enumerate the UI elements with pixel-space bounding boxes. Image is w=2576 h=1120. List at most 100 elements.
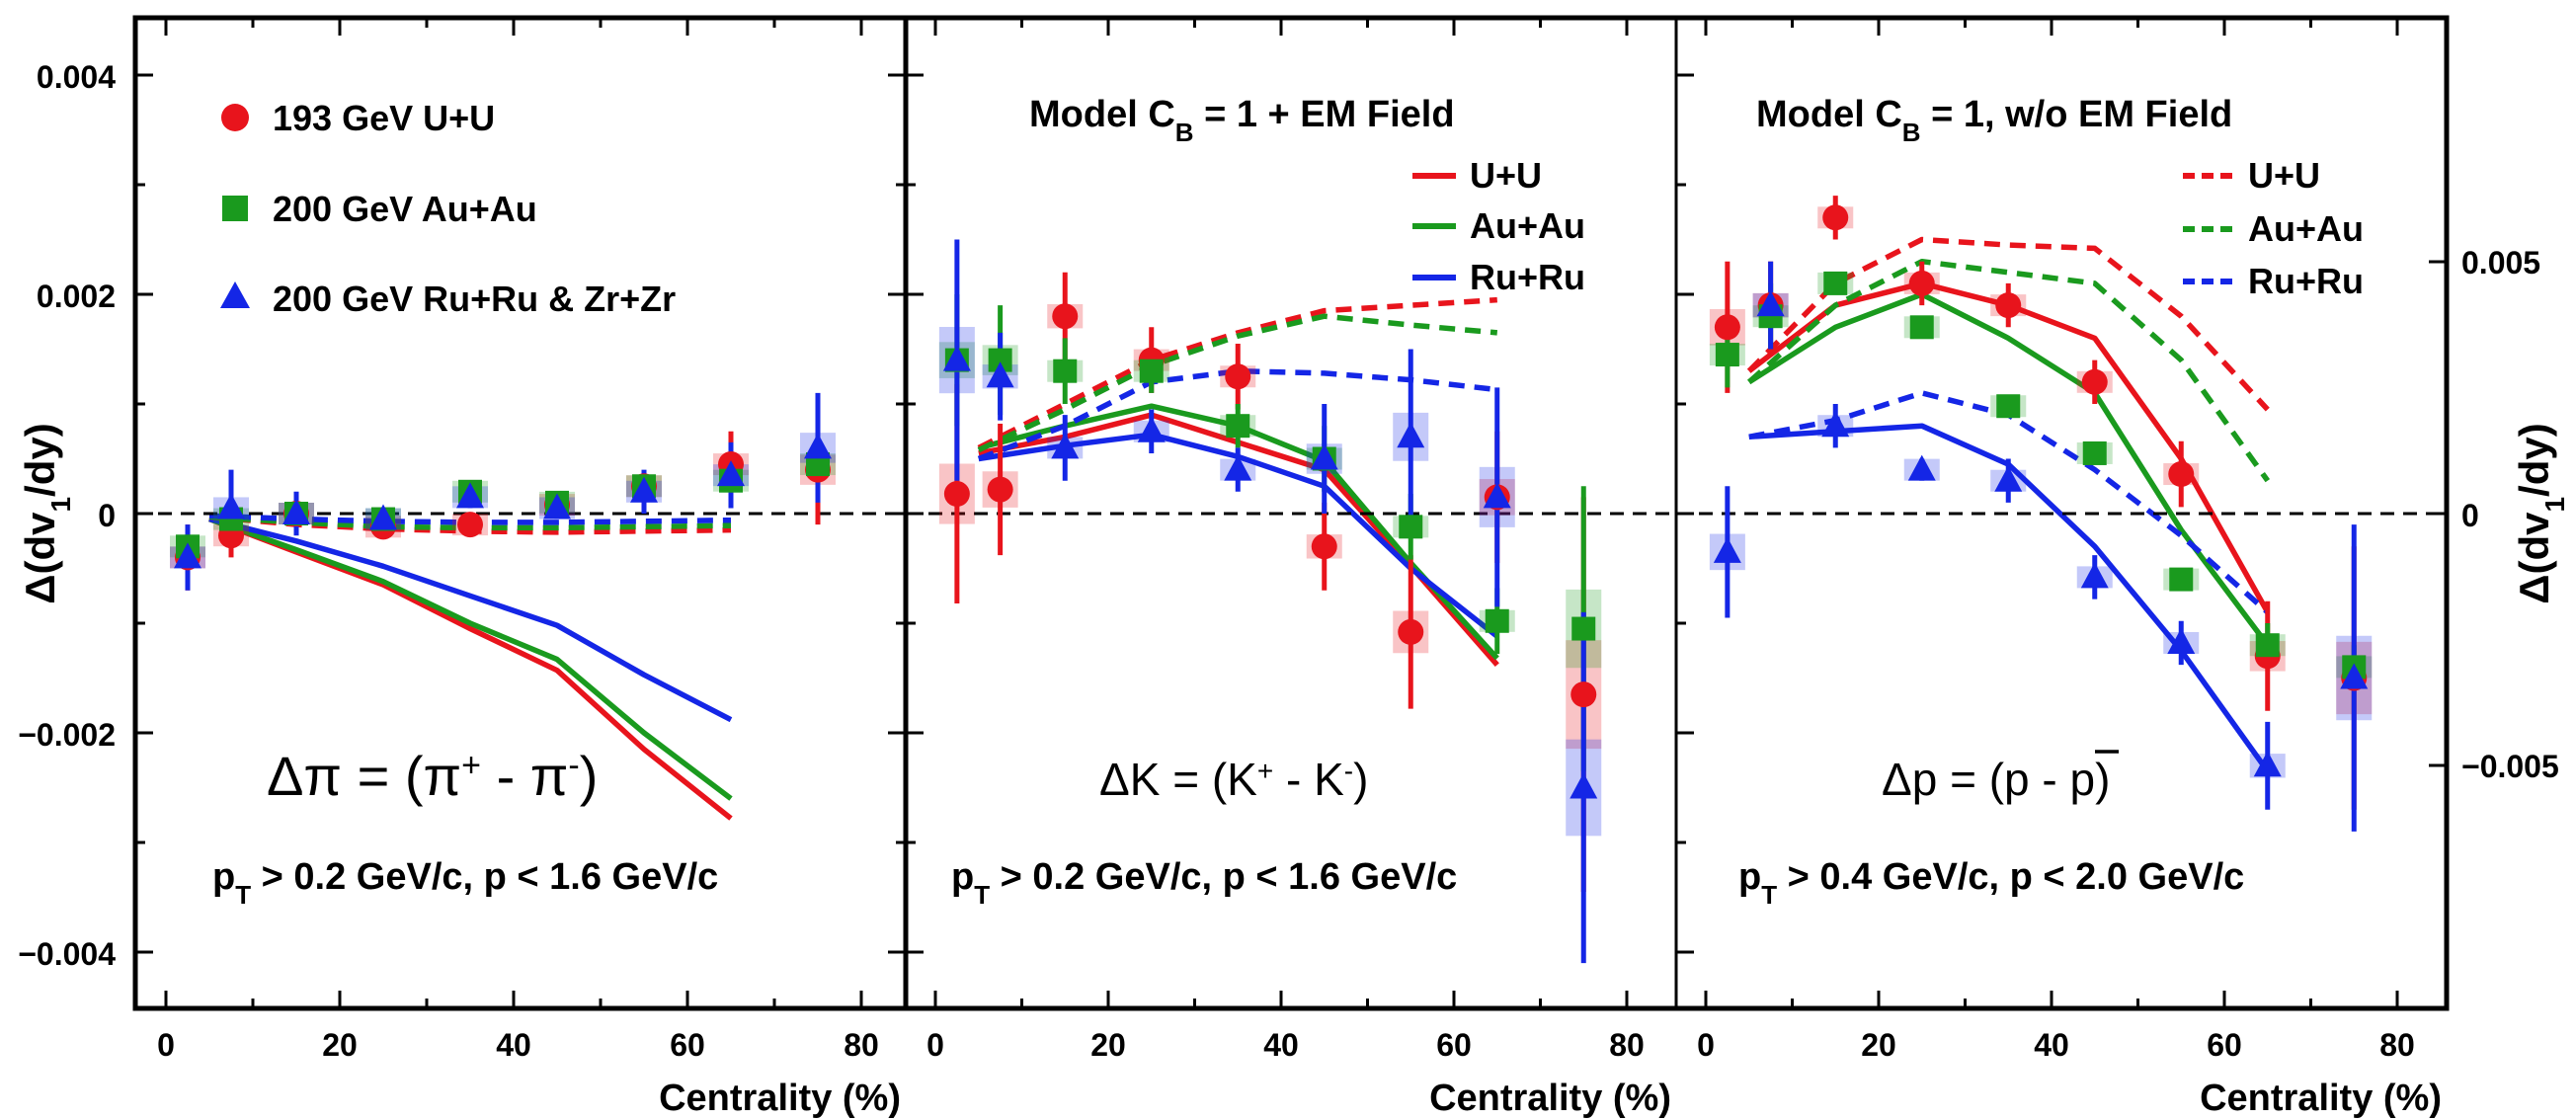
legend-dashed-label-ruru: Ru+Ru [2248, 261, 2364, 301]
data-point-circle [1398, 618, 1424, 645]
model-line-dashed-uu [1746, 236, 2270, 412]
data-point-triangle [217, 493, 245, 520]
data-point-triangle [630, 476, 658, 503]
x-tick-label: 60 [670, 1027, 705, 1063]
data-point-triangle [2167, 627, 2196, 654]
data-point-circle [1225, 363, 1251, 390]
legend-label-uu: 193 GeV U+U [273, 98, 495, 138]
model-title-noem: Model CB = 1, w/o EM Field [1756, 94, 2232, 147]
x-axis-title-panel-1: Centrality (%) [659, 1078, 901, 1119]
model-title-em: Model CB = 1 + EM Field [1029, 94, 1455, 147]
data-point-square [1823, 271, 1848, 295]
data-point-triangle [1570, 772, 1598, 799]
data-point-triangle [174, 542, 201, 569]
data-point-triangle [1483, 482, 1511, 509]
data-point-square [1053, 359, 1078, 383]
x-tick-label: 60 [1436, 1027, 1472, 1063]
y-tick-label: −0.002 [18, 717, 116, 753]
data-point-triangle [942, 345, 971, 371]
data-point-square [1571, 616, 1596, 641]
right-y-tick-label: 0.005 [2461, 245, 2540, 280]
data-point-square [1996, 394, 2021, 419]
data-point-triangle [369, 504, 397, 530]
right-y-tick-label: −0.005 [2461, 749, 2559, 784]
data-point-square [1226, 414, 1250, 439]
data-point-circle [2168, 461, 2195, 488]
formula-kaon: ΔK = (K+ - K-) [1099, 754, 1368, 805]
data-point-square [1485, 608, 1509, 633]
model-line-dashed-auau [977, 313, 1498, 453]
legend-dashed-label-uu: U+U [2248, 155, 2320, 196]
data-point-square [1715, 343, 1739, 367]
legend-marker-ruru [220, 281, 250, 308]
formula-proton: Δp = (p - p) [1882, 754, 2110, 805]
markers-layer [174, 204, 2369, 799]
data-point-triangle [2340, 663, 2369, 689]
formula-pion: Δπ = (π+ - π-) [267, 745, 598, 807]
model-line-dashed-auau [1746, 258, 2271, 483]
y-tick-label: 0 [98, 498, 116, 533]
data-point-triangle [1907, 454, 1936, 481]
x-tick-label: 40 [1263, 1027, 1299, 1063]
right-y-tick-label: 0 [2461, 498, 2479, 533]
marker-legend: 193 GeV U+U 200 GeV Au+Au 200 GeV Ru+Ru … [220, 98, 676, 319]
legend-label-ruru: 200 GeV Ru+Ru & Zr+Zr [273, 279, 676, 319]
y-axis-title-right: Δ(dv1/dy) [2511, 423, 2570, 603]
data-point-triangle [1821, 411, 1850, 438]
data-point-circle [1570, 681, 1597, 708]
data-point-square [2255, 633, 2280, 658]
data-point-triangle [1137, 416, 1166, 442]
data-point-triangle [543, 493, 571, 520]
x-tick-label: 20 [1861, 1027, 1896, 1063]
data-point-square [1399, 515, 1423, 539]
x-tick-labels-panel-2: 0 20 40 60 80 [926, 1027, 1645, 1063]
data-point-circle [987, 476, 1013, 503]
legend-line-label-uu: U+U [1470, 155, 1542, 196]
x-tick-label: 80 [1609, 1027, 1645, 1063]
y-tick-label: −0.004 [18, 936, 116, 972]
legend-marker-auau [222, 196, 248, 221]
legend-line-label-ruru: Ru+Ru [1470, 257, 1585, 297]
data-point-triangle [282, 499, 310, 524]
x-tick-label: 0 [926, 1027, 944, 1063]
x-tick-label: 60 [2207, 1027, 2242, 1063]
cut-proton: pT > 0.4 GeV/c, p < 2.0 GeV/c [1738, 856, 2244, 910]
data-point-triangle [456, 482, 484, 509]
data-point-triangle [1310, 443, 1338, 470]
data-point-square [2082, 440, 2107, 465]
data-point-triangle [1224, 454, 1252, 481]
model-legend-noem: Model CB = 1, w/o EM Field U+U Au+Au Ru+… [1756, 94, 2364, 301]
data-point-square [2169, 567, 2194, 592]
data-point-circle [2081, 368, 2108, 395]
y-tick-label: 0.004 [37, 59, 116, 95]
data-point-triangle [1051, 433, 1080, 459]
legend-line-label-auau: Au+Au [1470, 205, 1585, 246]
x-tick-label: 80 [844, 1027, 879, 1063]
x-tick-label: 80 [2379, 1027, 2415, 1063]
data-point-triangle [1994, 465, 2023, 492]
data-point-triangle [1397, 422, 1425, 448]
data-point-triangle [1756, 290, 1785, 317]
x-tick-label: 0 [157, 1027, 175, 1063]
x-tick-label: 0 [1697, 1027, 1715, 1063]
data-point-circle [943, 481, 970, 508]
y-axis-title-left: Δ(dv1/dy) [17, 423, 76, 603]
model-line-dashed-uu [977, 296, 1497, 450]
data-point-circle [1714, 314, 1740, 341]
data-point-triangle [717, 460, 745, 487]
ticks-layer [135, 18, 2447, 1008]
data-point-circle [1995, 292, 2022, 319]
x-axis-title-panel-2: Centrality (%) [1429, 1078, 1671, 1119]
model-line-solid-ruru [208, 516, 733, 723]
model-line-solid-auau [1747, 291, 2270, 647]
x-tick-label: 20 [1090, 1027, 1126, 1063]
data-point-triangle [986, 361, 1014, 388]
x-tick-label: 40 [2034, 1027, 2069, 1063]
legend-dashed-label-auau: Au+Au [2248, 208, 2364, 249]
cut-pion: pT > 0.2 GeV/c, p < 1.6 GeV/c [212, 856, 718, 910]
data-point-circle [457, 512, 483, 538]
model-legend-em: Model CB = 1 + EM Field U+U Au+Au Ru+Ru [1029, 94, 1585, 297]
legend-label-auau: 200 GeV Au+Au [273, 189, 537, 229]
cut-kaon: pT > 0.2 GeV/c, p < 1.6 GeV/c [951, 856, 1457, 910]
